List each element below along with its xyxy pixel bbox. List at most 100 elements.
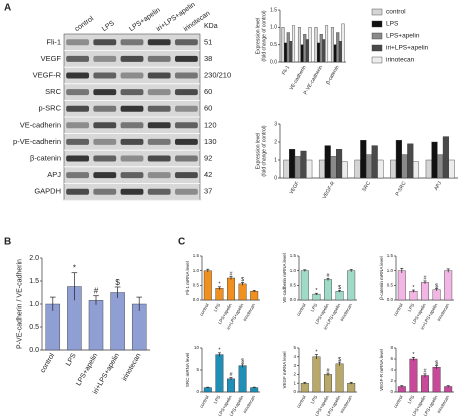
significance-marker: * [73, 264, 76, 273]
y-axis-title: VE-cadherin mRNA level [282, 253, 287, 303]
y-tick-label: 1.5 [29, 278, 39, 285]
bar [300, 270, 309, 301]
blot-band [120, 55, 144, 62]
blot-band [147, 138, 171, 145]
blot-band [120, 188, 144, 195]
x-tick-label: irinotecan [121, 352, 142, 382]
y-tick-label: 1.0 [193, 268, 200, 273]
blot-band [174, 172, 198, 179]
legend-label: LPS [386, 21, 399, 28]
bar [319, 34, 323, 63]
y-tick-label: 1.5 [290, 253, 297, 258]
bar [312, 356, 321, 393]
blot-kda: 60 [204, 104, 212, 113]
blot-band [66, 172, 90, 179]
blot-band [174, 138, 198, 145]
blot-kda: 92 [204, 153, 212, 162]
bar [297, 27, 301, 63]
x-tick-label: LPS [65, 352, 78, 367]
bar [289, 41, 293, 63]
bar [409, 358, 418, 393]
bar [250, 387, 259, 393]
blot-band [174, 122, 198, 129]
blot-row-label: p-VE-cadherin [13, 137, 61, 146]
bar [437, 154, 444, 179]
panel-label: A [4, 3, 11, 14]
y-tick-label: 1.0 [270, 25, 277, 31]
bar [300, 44, 304, 63]
bar [341, 161, 348, 179]
bar [431, 141, 438, 179]
y-axis-title: Fli-1 mRNA level [185, 261, 190, 295]
significance-marker: $ [435, 360, 438, 366]
y-tick-label: 2 [293, 372, 296, 377]
y-tick-label: 1.5 [193, 253, 200, 258]
blot-row-label: APJ [47, 170, 61, 179]
significance-marker: * [218, 348, 221, 354]
blot-band [93, 39, 117, 46]
y-tick-label: 0.0 [387, 297, 394, 302]
blot-band [120, 122, 144, 129]
y-axis-title: Expression level [255, 18, 261, 54]
y-tick-label: 8 [390, 345, 393, 350]
bar [432, 289, 441, 301]
x-tick-label: P-SRC [395, 180, 408, 197]
bar [377, 159, 384, 179]
blot-row-label: β-catenin [30, 153, 61, 162]
x-tick-label: APJ [433, 180, 443, 191]
blot-band [66, 105, 90, 112]
blot-band [147, 188, 171, 195]
blot-band [120, 89, 144, 96]
significance-marker: # [229, 271, 233, 277]
bar [335, 363, 344, 393]
bar [215, 354, 224, 393]
bar [292, 25, 296, 63]
x-tick-label: LPS [310, 303, 319, 313]
y-axis-title: VEGF-R mRNA level [379, 349, 384, 391]
bar [338, 41, 342, 63]
y-axis-title: SRC mRNA level [185, 353, 190, 387]
y-axis-title: (fold change of control) [261, 10, 267, 61]
legend-swatch [371, 56, 383, 64]
significance-marker: # [423, 276, 427, 282]
bar [412, 161, 420, 179]
blot-band [147, 39, 171, 46]
bar [306, 159, 313, 179]
blot-band [174, 105, 198, 112]
y-tick-label: 0.5 [29, 324, 39, 331]
y-tick-label: 0 [196, 389, 199, 394]
bar [281, 27, 285, 63]
significance-marker: $ [435, 283, 438, 289]
bar [286, 32, 290, 63]
x-tick-label: control [296, 395, 307, 409]
y-tick-label: 0 [293, 389, 296, 394]
legend-swatch [371, 8, 383, 16]
y-tick-label: 1.5 [387, 253, 394, 258]
bar [324, 374, 332, 393]
significance-marker: $ [338, 285, 341, 291]
significance-marker: $ [241, 277, 244, 283]
y-axis-title: Expression level [255, 133, 261, 169]
blot-kda: 51 [204, 37, 212, 46]
x-tick-label: control [199, 303, 210, 317]
x-tick-label: LPS [407, 303, 416, 313]
significance-marker: # [94, 287, 99, 296]
legend-label: irinotecan [386, 57, 415, 64]
blot-band [174, 155, 198, 162]
y-tick-label: 2.0 [29, 255, 39, 262]
bar [333, 44, 337, 63]
blot-band [93, 122, 117, 129]
blot-band [174, 89, 198, 96]
y-tick-label: 0 [390, 389, 393, 394]
bar [322, 39, 326, 63]
y-tick-label: 1.5 [270, 7, 277, 13]
bar [324, 279, 332, 301]
blot-band [93, 138, 117, 145]
legend-label: iri+LPS+apelin [386, 45, 429, 52]
bar [300, 150, 307, 179]
x-tick-label: LPS+apelin [75, 352, 99, 387]
y-tick-label: 0.0 [290, 297, 297, 302]
blot-kda: 37 [204, 187, 212, 196]
x-tick-label: control [393, 395, 404, 409]
bar [300, 383, 309, 393]
